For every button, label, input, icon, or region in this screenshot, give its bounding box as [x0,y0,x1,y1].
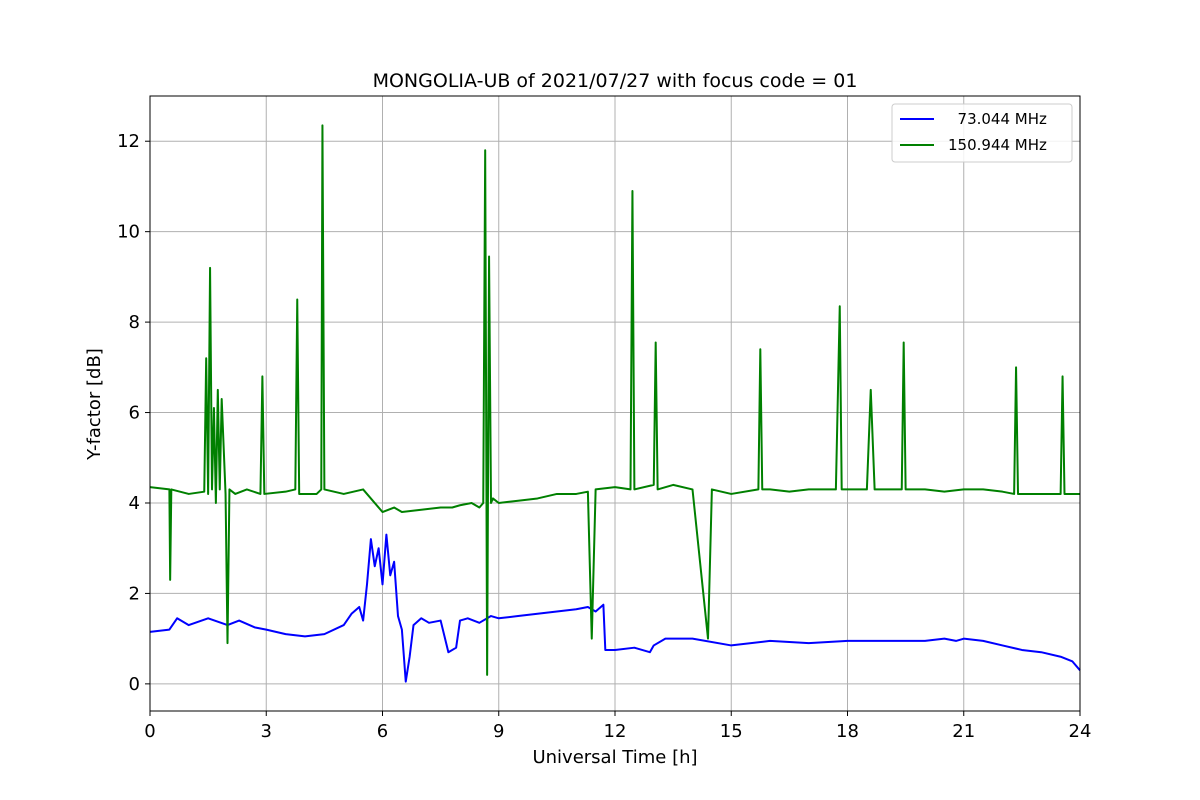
y-tick-label: 12 [117,131,140,152]
x-tick-label: 21 [952,721,975,742]
x-tick-label: 12 [604,721,627,742]
y-tick-label: 2 [129,583,140,604]
x-tick-label: 18 [836,721,859,742]
y-tick-label: 0 [129,674,140,695]
x-tick-label: 6 [377,721,388,742]
y-axis-label: Y-factor [dB] [84,348,105,461]
x-axis-label: Universal Time [h] [532,747,697,768]
x-tick-label: 24 [1069,721,1092,742]
chart-title: MONGOLIA-UB of 2021/07/27 with focus cod… [373,70,858,92]
y-tick-label: 10 [117,222,140,243]
series-line-0 [149,533,1081,683]
legend: 73.044 MHz 150.944 MHz [891,103,1073,163]
legend-label-150mhz: 150.944 MHz [948,136,1047,154]
y-tick-label: 6 [129,403,140,424]
y-tick-label: 4 [129,493,140,514]
y-tick-label: 8 [129,312,140,333]
legend-box [891,103,1073,163]
series-layer [149,124,1081,683]
series-line-1 [149,124,1080,676]
x-tick-label: 15 [720,721,743,742]
x-tick-label: 9 [493,721,504,742]
x-tick-label: 3 [261,721,272,742]
x-tick-label: 0 [144,721,155,742]
legend-label-73mhz: 73.044 MHz [948,110,1047,128]
